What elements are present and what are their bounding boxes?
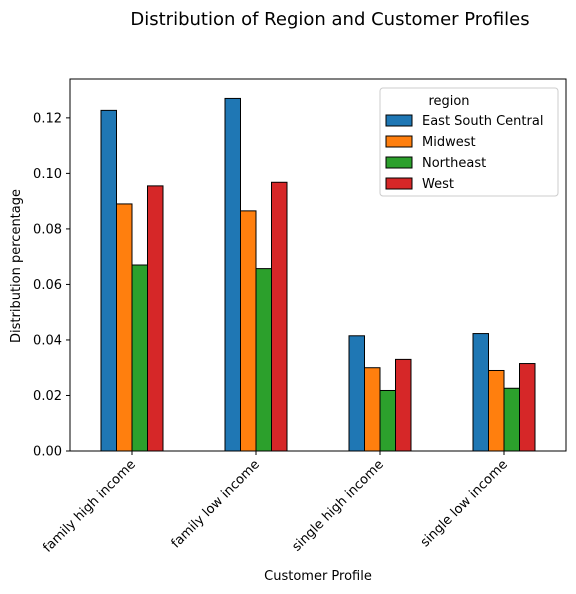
x-tick-label: single low income bbox=[418, 457, 511, 550]
y-tick-label: 0.00 bbox=[33, 445, 62, 460]
legend-label: Northeast bbox=[422, 156, 486, 171]
bar-west-2 bbox=[395, 358, 412, 452]
y-tick-label: 0.06 bbox=[33, 278, 62, 293]
legend-title: region bbox=[428, 94, 469, 109]
y-tick-label: 0.12 bbox=[33, 111, 62, 126]
bar-east-south-central-0 bbox=[100, 109, 117, 452]
legend-label: East South Central bbox=[422, 114, 543, 129]
legend-box bbox=[379, 87, 559, 197]
legend-swatch bbox=[385, 135, 413, 148]
legend: region East South Central Midwest Northeast… bbox=[379, 87, 559, 197]
axes-frame bbox=[69, 78, 567, 452]
bar-midwest-0 bbox=[116, 203, 133, 452]
y-axis-label: Distribution percentage bbox=[9, 189, 24, 343]
x-axis-label: Customer Profile bbox=[264, 569, 372, 584]
bar-west-3 bbox=[519, 363, 536, 452]
legend-label: Midwest bbox=[422, 135, 476, 150]
x-tick-label: family high income bbox=[40, 457, 139, 556]
legend-swatch bbox=[385, 114, 413, 127]
bar-northeast-0 bbox=[131, 264, 148, 452]
bar-northeast-1 bbox=[255, 268, 272, 452]
bar-northeast-3 bbox=[503, 387, 520, 452]
bar-northeast-2 bbox=[379, 389, 396, 452]
bar-west-1 bbox=[271, 181, 288, 452]
bar-midwest-1 bbox=[240, 210, 257, 452]
y-tick-label: 0.10 bbox=[33, 167, 62, 182]
bar-east-south-central-3 bbox=[472, 333, 489, 452]
chart-title: Distribution of Region and Customer Prof… bbox=[130, 9, 529, 30]
x-tick-label: family low income bbox=[169, 457, 263, 551]
legend-swatch bbox=[385, 156, 413, 169]
bar-midwest-2 bbox=[364, 367, 381, 452]
x-tick-label: single high income bbox=[289, 457, 386, 554]
legend-swatch bbox=[385, 177, 413, 190]
bar-east-south-central-1 bbox=[224, 97, 241, 452]
y-tick-label: 0.08 bbox=[33, 222, 62, 237]
legend-label: West bbox=[422, 177, 454, 192]
y-tick-label: 0.02 bbox=[33, 389, 62, 404]
y-tick-label: 0.04 bbox=[33, 333, 62, 348]
bar-midwest-3 bbox=[488, 369, 505, 452]
bar-west-0 bbox=[147, 185, 164, 452]
bar-east-south-central-2 bbox=[348, 335, 365, 452]
